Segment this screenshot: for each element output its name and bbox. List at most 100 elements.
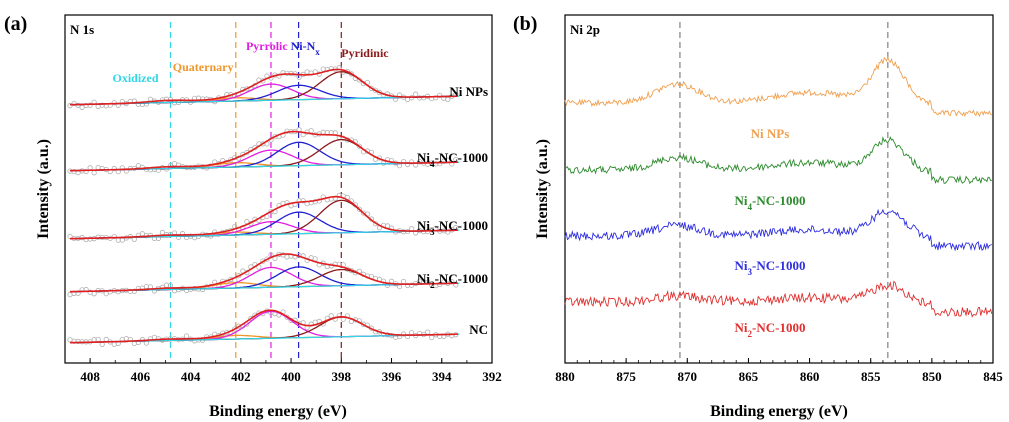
data-point xyxy=(400,278,407,285)
data-point xyxy=(437,161,443,167)
series-1: Ni4-NC-1000 xyxy=(67,127,488,176)
panel-a-corner-label: N 1s xyxy=(70,22,94,37)
x-tick-label: 398 xyxy=(332,369,352,384)
panel-a-frame xyxy=(64,14,493,364)
series-0: Ni NPs xyxy=(67,65,488,111)
panel-a: (a) N 1s Ni NPs Ni4-NC-1000 Ni3-NC-1000 Ni2… xyxy=(4,13,502,420)
series-label: NC xyxy=(469,322,488,337)
data-point xyxy=(91,170,97,176)
envelope-fit xyxy=(69,130,458,172)
series-label: Ni3-NC-1000 xyxy=(417,218,488,237)
series-3: Ni2-NC-1000 xyxy=(67,251,488,298)
data-point xyxy=(405,161,411,168)
data-point xyxy=(67,103,73,109)
data-point xyxy=(413,91,419,97)
x-tick-label: 404 xyxy=(181,369,201,384)
reference-line-label: Ni-Nx xyxy=(291,39,321,57)
series-1: Ni4-NC-1000 xyxy=(564,135,992,212)
data-point xyxy=(409,159,415,165)
data-point xyxy=(111,100,117,106)
spectrum-line xyxy=(564,208,992,252)
series-2: Ni3-NC-1000 xyxy=(67,192,488,243)
data-point xyxy=(433,95,439,101)
series-label: Ni NPs xyxy=(751,126,790,141)
data-point xyxy=(437,281,443,288)
data-point xyxy=(409,330,415,336)
x-tick-label: 845 xyxy=(983,369,1003,384)
data-point xyxy=(308,128,314,134)
series-label: Ni2-NC-1000 xyxy=(735,320,806,339)
data-point xyxy=(380,278,387,284)
spectrum-line xyxy=(564,280,993,318)
data-point xyxy=(380,160,387,166)
series-2: Ni3-NC-1000 xyxy=(564,208,992,277)
data-point xyxy=(232,326,238,332)
reference-line-label: Oxidized xyxy=(112,71,158,85)
reference-line-label: Pyridinic xyxy=(341,46,389,60)
data-point xyxy=(308,321,314,327)
panel-b-corner-label: Ni 2p xyxy=(570,22,600,37)
data-point xyxy=(372,87,379,93)
panel-b-label: (b) xyxy=(513,13,537,35)
x-tick-label: 396 xyxy=(382,369,402,384)
panel-a-xlabel: Binding energy (eV) xyxy=(209,403,347,420)
data-point xyxy=(167,162,174,169)
series-3: Ni2-NC-1000 xyxy=(564,280,993,339)
data-point xyxy=(71,100,77,107)
panel-b-xlabel: Binding energy (eV) xyxy=(710,403,848,420)
series-0: Ni NPs xyxy=(564,55,993,141)
data-point xyxy=(328,313,334,319)
envelope-fit xyxy=(69,195,458,240)
x-tick-label: 402 xyxy=(231,369,251,384)
series-4: NC xyxy=(67,308,488,347)
reference-line-label: Quaternary xyxy=(173,60,234,74)
x-tick-label: 880 xyxy=(555,369,575,384)
series-label: Ni4-NC-1000 xyxy=(417,150,488,169)
data-point xyxy=(429,334,435,341)
envelope-fit xyxy=(69,68,458,106)
data-point xyxy=(356,206,362,212)
x-tick-label: 875 xyxy=(616,369,636,384)
panel-a-label: (a) xyxy=(4,13,27,35)
x-tick-label: 392 xyxy=(482,369,502,384)
data-point xyxy=(425,329,431,335)
data-point xyxy=(83,168,89,175)
data-point xyxy=(336,313,342,319)
data-point xyxy=(300,198,306,204)
series-label: Ni4-NC-1000 xyxy=(735,193,806,212)
spectrum-line xyxy=(564,135,992,185)
data-point xyxy=(183,333,190,339)
series-label: Ni2-NC-1000 xyxy=(417,271,488,290)
data-point xyxy=(400,331,407,337)
panel-b: (b) Ni 2p Ni NPs Ni4-NC-1000 Ni3-NC-1000 Ni… xyxy=(513,13,1003,420)
envelope-fit xyxy=(69,253,458,293)
x-tick-label: 865 xyxy=(739,369,759,384)
data-point xyxy=(103,336,109,342)
reference-line-label: Pyrrolic xyxy=(246,39,288,53)
data-point xyxy=(396,163,403,169)
envelope-fit xyxy=(69,309,458,344)
data-point xyxy=(91,291,97,297)
spectrum-line xyxy=(564,55,993,118)
data-point xyxy=(87,165,93,171)
x-tick-label: 850 xyxy=(922,369,942,384)
panel-b-ylabel: Intensity (a.u.) xyxy=(534,139,551,239)
data-point xyxy=(99,341,105,347)
series-label: Ni NPs xyxy=(449,84,488,99)
data-point xyxy=(312,256,318,262)
panel-b-frame xyxy=(564,14,994,364)
data-point xyxy=(437,92,443,98)
data-point xyxy=(356,143,362,149)
data-point xyxy=(111,233,117,240)
x-tick-label: 855 xyxy=(861,369,881,384)
data-point xyxy=(87,102,93,108)
x-tick-label: 860 xyxy=(800,369,820,384)
series-label: Ni3-NC-1000 xyxy=(735,258,806,277)
data-point xyxy=(409,226,415,232)
x-tick-label: 406 xyxy=(131,369,151,384)
x-tick-label: 408 xyxy=(80,369,100,384)
data-point xyxy=(131,288,137,294)
x-tick-label: 394 xyxy=(432,369,452,384)
data-point xyxy=(111,165,117,172)
